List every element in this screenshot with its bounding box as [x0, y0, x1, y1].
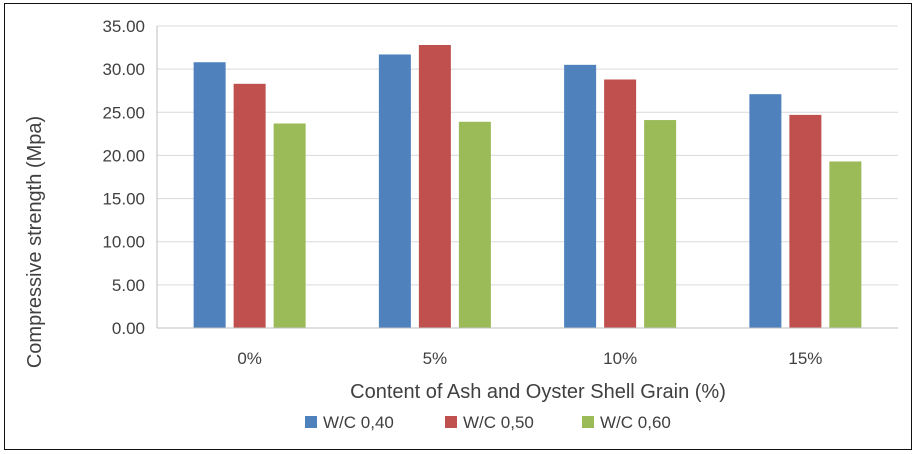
legend-label: W/C 0,50 — [463, 413, 534, 432]
y-tick-label: 25.00 — [102, 103, 145, 122]
y-tick-label: 20.00 — [102, 146, 145, 165]
bar — [789, 114, 822, 328]
bar — [644, 120, 677, 329]
axes: 0.00 5.00 10.00 15.00 20.00 25.00 30.00 35.00 0%… — [102, 17, 898, 368]
legend-swatch — [445, 416, 457, 428]
legend-label: W/C 0,60 — [600, 413, 671, 432]
y-tick-label: 15.00 — [102, 190, 145, 209]
legend-swatch — [582, 416, 594, 428]
bar — [233, 83, 266, 328]
y-axis-title: Compressive strength (Mpa) — [24, 116, 46, 368]
x-tick-label: 5% — [423, 349, 448, 368]
bar — [749, 94, 782, 328]
bar — [458, 121, 491, 328]
x-tick-label: 15% — [788, 349, 822, 368]
x-tick-label: 0% — [237, 349, 262, 368]
y-tick-label: 30.00 — [102, 60, 145, 79]
y-tick-label: 0.00 — [112, 319, 145, 338]
bar — [418, 44, 451, 329]
bars — [193, 44, 862, 329]
y-tick-label: 10.00 — [102, 233, 145, 252]
gridlines — [157, 25, 898, 286]
y-tick-label: 35.00 — [102, 17, 145, 36]
legend: W/C 0,40 W/C 0,50 W/C 0,60 — [305, 413, 671, 432]
bar — [378, 54, 411, 329]
bar — [829, 161, 862, 328]
bar — [273, 123, 306, 328]
bar — [193, 62, 226, 329]
x-axis-title: Content of Ash and Oyster Shell Grain (%… — [350, 381, 726, 403]
legend-swatch — [305, 416, 317, 428]
bar — [564, 64, 597, 328]
bar — [604, 79, 637, 328]
x-tick-label: 10% — [603, 349, 637, 368]
y-tick-label: 5.00 — [112, 276, 145, 295]
legend-label: W/C 0,40 — [323, 413, 394, 432]
